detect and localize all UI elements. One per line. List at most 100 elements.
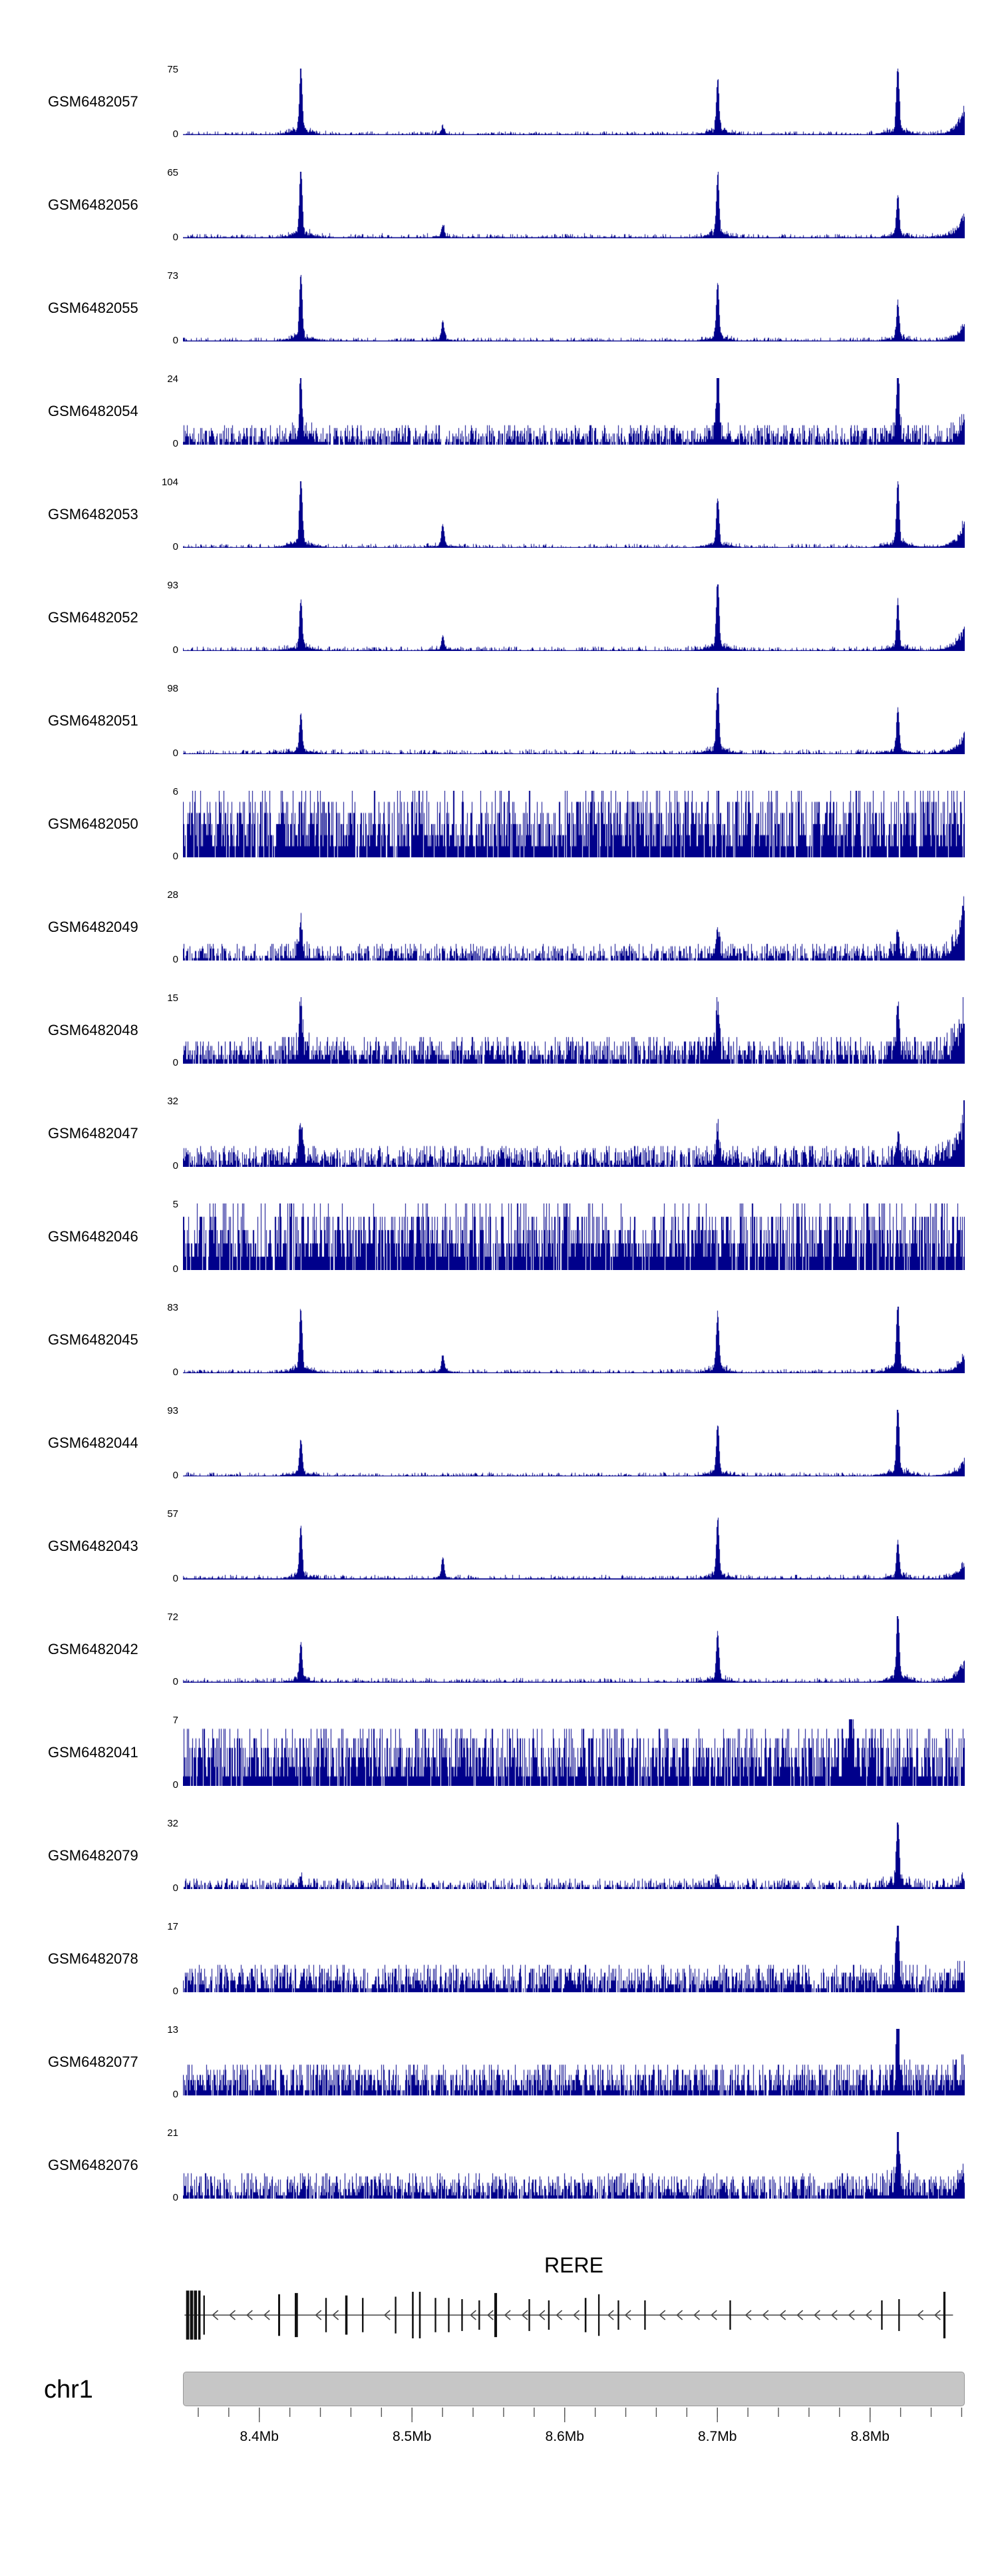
track-row: GSM6482054 24 0	[0, 359, 998, 463]
exon	[729, 2300, 731, 2330]
track-row: GSM6482057 75 0	[0, 50, 998, 153]
axis-tick-label: 8.8Mb	[851, 2429, 890, 2444]
track-row: GSM6482042 72 0	[0, 1598, 998, 1701]
signal-canvas	[183, 1100, 965, 1167]
track-plot: 7 0	[173, 1715, 965, 1791]
track-row: GSM6482041 7 0	[0, 1701, 998, 1804]
track-sample-label: GSM6482041	[48, 1743, 138, 1761]
track-ymax-label: 5	[172, 1198, 178, 1210]
track-ymax-label: 28	[167, 889, 178, 901]
exon	[434, 2298, 436, 2332]
genome-axis-ruler: 8.4Mb 8.5Mb 8.6Mb 8.7Mb 8.8Mb	[198, 2408, 963, 2444]
track-row: GSM6482055 73 0	[0, 256, 998, 359]
track-row: GSM6482047 32 0	[0, 1082, 998, 1185]
track-ymax-label: 7	[172, 1714, 178, 1726]
signal-canvas	[183, 481, 965, 548]
signal-canvas	[183, 1822, 965, 1889]
signal-canvas	[183, 1409, 965, 1476]
track-ymax-label: 75	[167, 63, 178, 75]
axis-tick-label: 8.4Mb	[240, 2429, 279, 2444]
genome-axis: 8.4Mb 8.5Mb 8.6Mb 8.7Mb 8.8Mb	[183, 2408, 965, 2460]
exon	[362, 2298, 364, 2332]
signal-canvas	[183, 2131, 965, 2199]
track-plot: 104 0	[162, 477, 965, 552]
track-sample-label: GSM6482044	[48, 1434, 138, 1451]
track-ymax-label: 21	[167, 2127, 178, 2139]
exon	[186, 2290, 190, 2340]
signal-canvas	[183, 1512, 965, 1580]
track-ymin-label: 0	[172, 644, 178, 656]
exon	[478, 2300, 480, 2330]
track-ymin-label: 0	[172, 747, 178, 759]
exon	[412, 2292, 414, 2338]
track-row: GSM6482077 13 0	[0, 2010, 998, 2113]
track-ymin-label: 0	[172, 1056, 178, 1068]
signal-canvas	[183, 893, 965, 961]
track-ymax-label: 93	[167, 1404, 178, 1416]
signal-canvas	[183, 171, 965, 238]
track-ymax-label: 15	[167, 992, 178, 1004]
track-row: GSM6482044 93 0	[0, 1391, 998, 1494]
track-plot: 5 0	[173, 1199, 965, 1275]
track-sample-label: GSM6482055	[48, 299, 138, 316]
track-sample-label: GSM6482078	[48, 1950, 138, 1967]
track-sample-label: GSM6482077	[48, 2053, 138, 2070]
track-ymax-label: 6	[172, 785, 178, 797]
track-plot: 93 0	[167, 580, 965, 656]
track-sample-label: GSM6482047	[48, 1124, 138, 1142]
track-row: GSM6482050 6 0	[0, 772, 998, 875]
exon	[418, 2292, 421, 2338]
axis-tick-label: 8.7Mb	[698, 2429, 737, 2444]
track-sample-label: GSM6482042	[48, 1640, 138, 1657]
track-ymin-label: 0	[172, 1572, 178, 1584]
chromosome-track: chr1	[0, 2372, 998, 2408]
track-plot: 6 0	[173, 786, 965, 862]
track-ymax-label: 73	[167, 270, 178, 282]
track-row: GSM6482056 65 0	[0, 153, 998, 256]
track-ymin-label: 0	[172, 1160, 178, 1172]
track-ymin-label: 0	[172, 850, 178, 862]
exon	[345, 2295, 348, 2335]
track-ymin-label: 0	[172, 334, 178, 346]
track-ymin-label: 0	[172, 1675, 178, 1687]
signal-canvas	[183, 687, 965, 754]
track-ymin-label: 0	[172, 1263, 178, 1275]
exon	[584, 2298, 587, 2332]
signal-canvas	[183, 996, 965, 1064]
track-sample-label: GSM6482076	[48, 2156, 138, 2173]
track-sample-label: GSM6482053	[48, 505, 138, 523]
track-ymin-label: 0	[172, 1882, 178, 1894]
track-plot: 98 0	[167, 683, 965, 759]
exon	[617, 2300, 619, 2330]
track-plot: 28 0	[167, 889, 965, 965]
track-ymax-label: 57	[167, 1508, 178, 1520]
track-ymax-label: 32	[167, 1095, 178, 1107]
exon	[548, 2300, 550, 2330]
track-ymax-label: 24	[167, 373, 178, 385]
signal-canvas	[183, 1306, 965, 1373]
track-ymin-label: 0	[172, 1469, 178, 1481]
exon	[881, 2300, 883, 2330]
track-ymax-label: 98	[167, 682, 178, 694]
track-sample-label: GSM6482052	[48, 608, 138, 626]
axis-tick-label: 8.6Mb	[546, 2429, 584, 2444]
track-ymax-label: 65	[167, 166, 178, 178]
track-ymin-label: 0	[172, 1985, 178, 1997]
track-plot: 73 0	[167, 270, 965, 346]
track-row: GSM6482078 17 0	[0, 1907, 998, 2010]
track-sample-label: GSM6482056	[48, 196, 138, 213]
track-row: GSM6482043 57 0	[0, 1494, 998, 1598]
signal-canvas	[183, 1615, 965, 1683]
track-row: GSM6482045 83 0	[0, 1288, 998, 1391]
gene-track: RERE	[0, 2253, 998, 2342]
track-plot: 57 0	[167, 1508, 965, 1584]
track-row: GSM6482049 28 0	[0, 875, 998, 978]
track-plot: 15 0	[167, 992, 965, 1068]
track-sample-label: GSM6482045	[48, 1331, 138, 1348]
track-plot: 65 0	[167, 167, 965, 243]
track-row: GSM6482051 98 0	[0, 669, 998, 772]
track-plot: 32 0	[167, 1096, 965, 1172]
track-ymax-label: 17	[167, 1920, 178, 1932]
exon	[203, 2295, 205, 2335]
signal-canvas	[183, 1203, 965, 1270]
